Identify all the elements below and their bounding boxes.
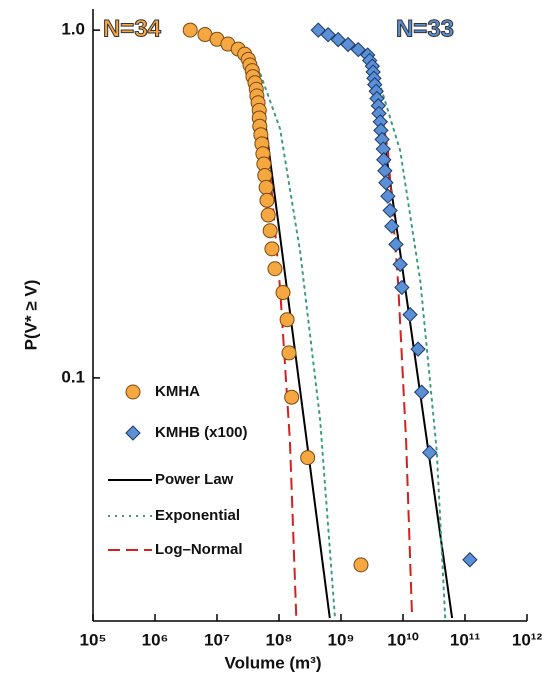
legend-label: KMHB (x100) — [155, 424, 248, 441]
x-tick-label: 10¹⁰ — [387, 630, 419, 649]
point — [264, 241, 280, 257]
point — [394, 279, 410, 296]
point — [279, 312, 295, 328]
point — [350, 41, 366, 58]
annotation: N=34 — [103, 15, 162, 42]
annotation: N=33 — [396, 15, 454, 42]
point — [392, 256, 408, 273]
point — [380, 188, 396, 204]
point — [281, 345, 297, 361]
point — [300, 450, 316, 466]
point — [462, 552, 478, 568]
point — [284, 389, 300, 405]
point — [275, 285, 291, 301]
x-tick-label: 10⁹ — [328, 630, 355, 649]
point — [353, 557, 369, 573]
legend-marker — [125, 384, 141, 400]
point — [267, 261, 283, 277]
fit-line — [372, 61, 414, 619]
point — [384, 218, 400, 234]
x-tick-label: 10¹² — [512, 630, 543, 649]
fit-line — [257, 66, 336, 619]
fit-line — [257, 67, 331, 619]
point — [402, 306, 418, 323]
y-tick-label: 1.0 — [61, 20, 85, 39]
x-tick-label: 10⁶ — [142, 630, 169, 649]
point — [410, 341, 426, 357]
point — [340, 36, 356, 53]
legend-label: Log–Normal — [155, 541, 243, 558]
point — [182, 22, 198, 38]
y-axis-label: P(V* ≥ V) — [21, 280, 40, 351]
legend-label: KMHA — [155, 383, 200, 400]
x-tick-label: 10⁵ — [80, 630, 107, 649]
point — [258, 179, 274, 195]
point — [262, 223, 278, 239]
point — [388, 236, 404, 253]
point — [413, 384, 430, 400]
x-tick-label: 10⁸ — [266, 630, 293, 649]
point — [259, 192, 275, 208]
y-tick-label: 0.1 — [61, 367, 85, 386]
point — [378, 175, 394, 191]
x-tick-label: 10¹¹ — [450, 630, 481, 649]
point — [320, 27, 336, 43]
legend-label: Exponential — [155, 507, 240, 524]
x-axis-label: Volume (m³) — [225, 653, 322, 672]
legend-marker — [125, 425, 141, 441]
legend-label: Power Law — [155, 471, 234, 488]
point — [330, 31, 346, 48]
point — [382, 202, 398, 219]
fit-line — [372, 60, 447, 619]
x-tick-label: 10⁷ — [204, 630, 230, 649]
point — [260, 207, 276, 223]
point — [422, 444, 438, 461]
